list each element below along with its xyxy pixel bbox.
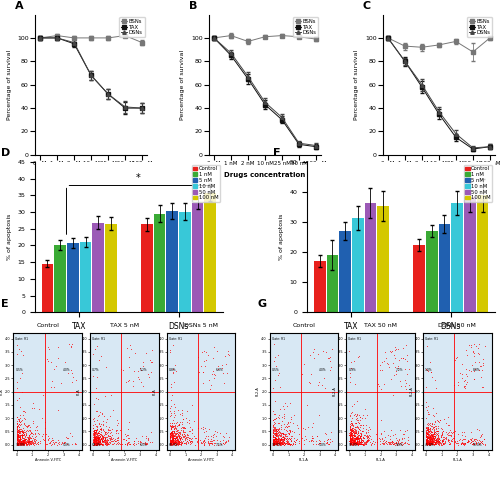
- Bar: [378, 206, 389, 312]
- Bar: [192, 203, 203, 312]
- Bar: [314, 261, 326, 312]
- Text: *: *: [136, 173, 140, 183]
- Bar: [326, 255, 338, 312]
- Bar: [141, 225, 152, 312]
- X-axis label: Drugs concentration: Drugs concentration: [50, 172, 132, 178]
- Text: Control: Control: [292, 323, 316, 328]
- Bar: [352, 218, 364, 312]
- Bar: [67, 243, 78, 312]
- Text: B: B: [188, 1, 197, 11]
- Text: TAX 5 nM: TAX 5 nM: [110, 323, 139, 328]
- Bar: [464, 197, 475, 312]
- Bar: [154, 214, 166, 312]
- Text: A: A: [15, 1, 24, 11]
- Text: Control: Control: [36, 323, 59, 328]
- Bar: [105, 224, 117, 312]
- Bar: [166, 211, 178, 312]
- X-axis label: Drugs: Drugs: [117, 336, 140, 343]
- Legend: Control, 1 nM, 5 nM, 10 nM, 50 nM, 100 nM: Control, 1 nM, 5 nM, 10 nM, 50 nM, 100 n…: [192, 165, 220, 202]
- Y-axis label: Percentage of survival: Percentage of survival: [180, 50, 186, 120]
- Bar: [364, 203, 376, 312]
- Legend: BSNs, TAX, DSNs: BSNs, TAX, DSNs: [294, 17, 318, 37]
- Y-axis label: % of apoptosis: % of apoptosis: [7, 214, 12, 260]
- Legend: BSNs, TAX, DSNs: BSNs, TAX, DSNs: [468, 17, 492, 37]
- X-axis label: Drugs concentration: Drugs concentration: [398, 172, 479, 178]
- Text: DSNs 50 nM: DSNs 50 nM: [438, 323, 476, 328]
- Text: E: E: [1, 299, 8, 309]
- Bar: [339, 231, 351, 312]
- Bar: [438, 224, 450, 312]
- X-axis label: Drugs: Drugs: [390, 336, 413, 343]
- Bar: [80, 242, 92, 312]
- Text: DSNs 5 nM: DSNs 5 nM: [184, 323, 218, 328]
- Y-axis label: % of apoptosis: % of apoptosis: [279, 214, 284, 260]
- Y-axis label: Percentage of survival: Percentage of survival: [6, 50, 12, 120]
- Bar: [426, 231, 438, 312]
- Bar: [179, 212, 191, 312]
- Bar: [92, 223, 104, 312]
- Text: F: F: [274, 148, 281, 158]
- Text: D: D: [1, 148, 11, 158]
- Legend: Control, 1 nM, 5 nM, 10 nM, 50 nM, 100 nM: Control, 1 nM, 5 nM, 10 nM, 50 nM, 100 n…: [464, 165, 492, 202]
- Bar: [476, 195, 488, 312]
- Bar: [54, 245, 66, 312]
- Text: G: G: [257, 299, 266, 309]
- Bar: [413, 244, 425, 312]
- Bar: [452, 203, 463, 312]
- X-axis label: Drugs concentration: Drugs concentration: [224, 172, 306, 178]
- Bar: [42, 264, 54, 312]
- Y-axis label: Percentage of survival: Percentage of survival: [354, 50, 360, 120]
- Text: TAX 50 nM: TAX 50 nM: [364, 323, 397, 328]
- Text: C: C: [362, 1, 370, 11]
- Legend: BSNs, TAX, DSNs: BSNs, TAX, DSNs: [120, 17, 144, 37]
- Bar: [204, 193, 216, 312]
